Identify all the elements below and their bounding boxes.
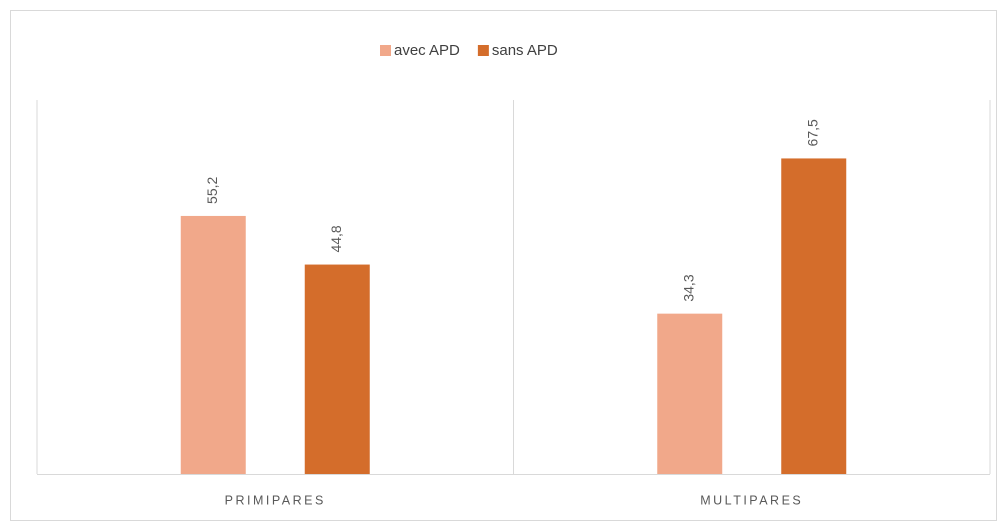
data-label: 55,2 <box>204 176 220 203</box>
data-label: 44,8 <box>328 225 344 252</box>
legend-swatch <box>477 45 489 56</box>
bar <box>304 264 370 474</box>
x-tick-label: MULTIPARES <box>700 493 803 507</box>
data-label: 67,5 <box>804 119 820 146</box>
legend-label: sans APD <box>492 42 558 59</box>
bar <box>657 313 723 474</box>
chart-border <box>10 10 997 521</box>
x-tick-label: PRIMIPARES <box>225 493 326 507</box>
legend-label: avec APD <box>394 42 460 59</box>
data-label: 34,3 <box>680 274 696 301</box>
bar <box>180 215 246 474</box>
legend-swatch <box>380 45 391 56</box>
bar <box>781 158 847 474</box>
